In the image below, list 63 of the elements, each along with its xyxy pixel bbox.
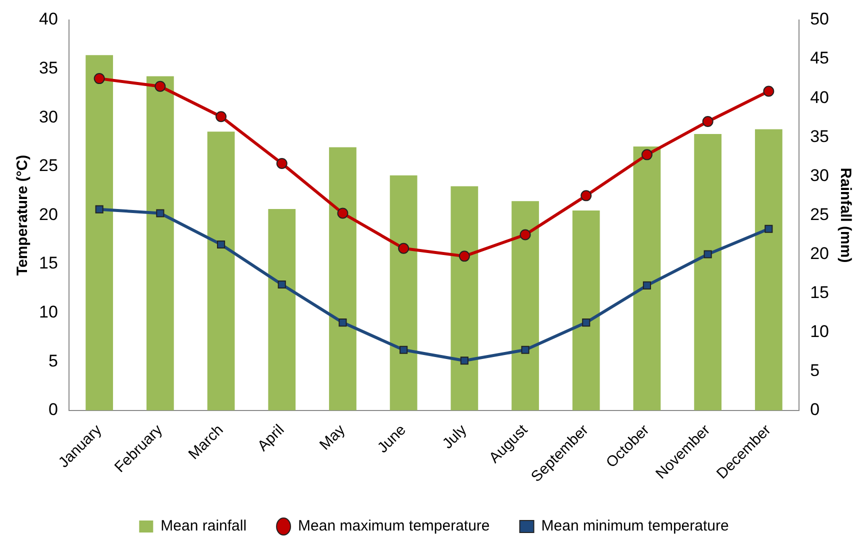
point (580, 190, 592, 202)
y-tick-label: 15 (38, 254, 58, 273)
point (704, 250, 712, 258)
point (337, 208, 348, 219)
point (216, 111, 227, 122)
bar (754, 129, 782, 410)
y-axis-title: Temperature (°C) (14, 154, 32, 276)
y2-tick-label: 15 (810, 282, 830, 302)
x-tick-label: July (439, 421, 471, 452)
y-tick-label: 30 (38, 107, 58, 126)
point (764, 224, 773, 233)
point (398, 242, 410, 254)
y2-tick-label: 0 (810, 400, 820, 420)
bar (207, 132, 235, 410)
bar (633, 146, 661, 410)
point (641, 149, 652, 160)
y-tick-label: 5 (48, 351, 58, 370)
y-tick-label: 10 (38, 302, 58, 322)
y-tick-label: 0 (48, 400, 58, 420)
bar (146, 76, 174, 410)
bar (572, 210, 600, 410)
y-tick-label: 25 (38, 156, 58, 176)
y-tick-label: 40 (38, 10, 58, 29)
point (94, 73, 105, 84)
point (216, 240, 226, 249)
point (460, 356, 468, 365)
legend-label: Mean rainfall (160, 518, 247, 535)
bar (390, 175, 418, 410)
bar (86, 55, 114, 410)
y-tick-label: 20 (38, 204, 58, 224)
point (702, 116, 714, 127)
point (763, 86, 774, 97)
point (276, 158, 288, 169)
legend-label: Mean minimum temperature (541, 518, 729, 535)
y2-tick-label: 30 (810, 166, 830, 185)
y2-tick-label: 20 (810, 244, 830, 263)
bar (450, 186, 478, 410)
y2-tick-label: 45 (810, 48, 830, 68)
y-tick-label: 35 (38, 58, 58, 78)
point (156, 209, 164, 218)
point (582, 318, 590, 327)
bar (268, 208, 296, 410)
y2-tick-label: 10 (810, 322, 830, 341)
point (400, 346, 408, 354)
y2-tick-label: 25 (810, 204, 830, 224)
y2-tick-label: 40 (810, 88, 830, 107)
point (520, 229, 531, 240)
point (458, 250, 470, 262)
y2-tick-label: 5 (810, 361, 820, 380)
y2-tick-label: 50 (810, 10, 830, 29)
point (154, 80, 166, 92)
x-tick-label: May (316, 421, 349, 454)
point (521, 346, 530, 354)
point (338, 318, 347, 327)
y2-axis-title: Rainfall (mm) (836, 168, 854, 263)
point (278, 280, 286, 289)
bar (694, 134, 722, 410)
y2-tick-label: 35 (810, 126, 830, 146)
bar (329, 147, 356, 410)
point (95, 205, 104, 214)
point (642, 281, 652, 290)
legend-label: Mean maximum temperature (298, 518, 490, 535)
bar (512, 201, 539, 410)
